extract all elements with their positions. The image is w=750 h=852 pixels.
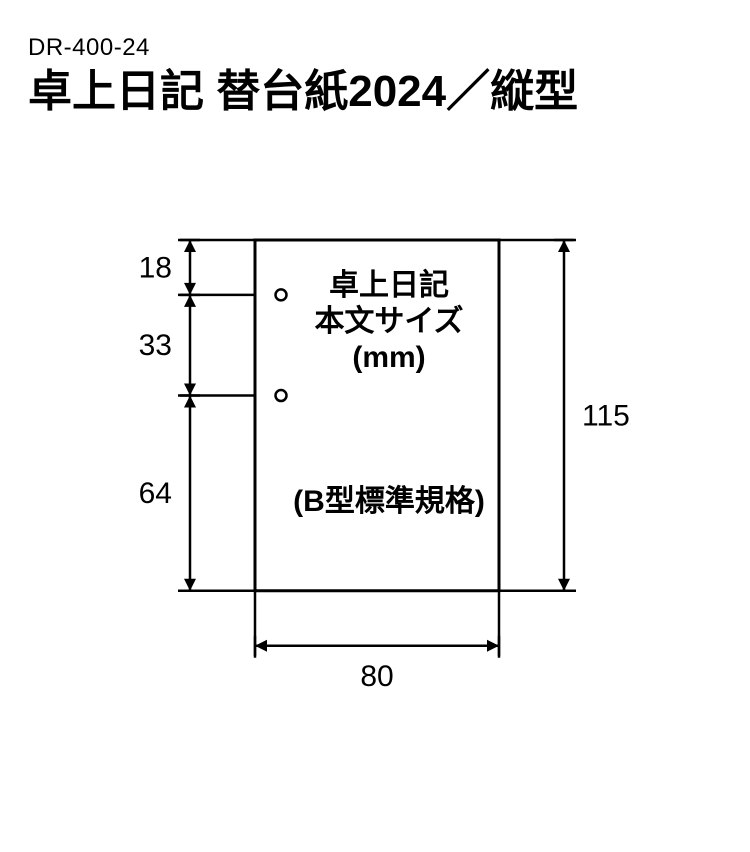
dim-label-bottom: 80: [360, 660, 393, 693]
product-sku: DR-400-24: [28, 34, 722, 62]
body-text-line3: (mm): [352, 341, 425, 374]
body-text-note: (B型標準規格): [293, 484, 485, 518]
page-root: DR-400-24 卓上日記 替台紙2024／縦型 18 33 64 115 80 卓上日…: [0, 0, 750, 852]
diagram-container: 18 33 64 115 80 卓上日記本文サイズ(mm) (B型標準規格): [0, 210, 750, 770]
body-text-line1: 卓上日記: [329, 268, 449, 302]
punch-hole-1: [276, 390, 287, 401]
body-text-line2: 本文サイズ: [314, 304, 463, 338]
dim-label-left-1: 33: [139, 329, 172, 362]
product-title: 卓上日記 替台紙2024／縦型: [28, 64, 722, 119]
punch-hole-0: [276, 289, 287, 300]
dim-label-right: 115: [582, 399, 630, 432]
dim-label-left-2: 64: [139, 477, 172, 510]
dimension-diagram: 18 33 64 115 80 卓上日記本文サイズ(mm) (B型標準規格): [75, 210, 675, 770]
dim-label-left-0: 18: [139, 251, 172, 284]
